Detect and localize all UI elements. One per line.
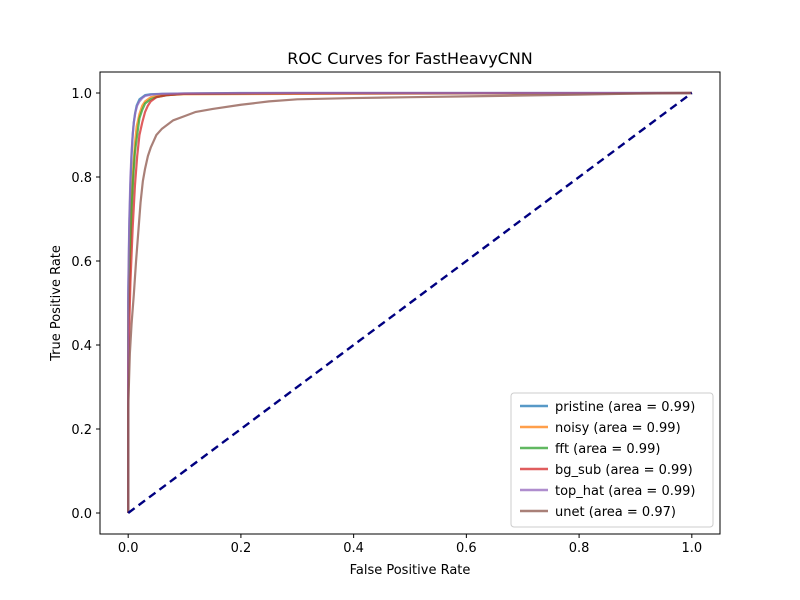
y-tick-label: 1.0 bbox=[71, 87, 92, 102]
legend-label-4: top_hat (area = 0.99) bbox=[555, 484, 695, 499]
legend-label-3: bg_sub (area = 0.99) bbox=[555, 463, 693, 478]
x-tick-label: 1.0 bbox=[681, 541, 702, 556]
diagonal-reference-line bbox=[127, 92, 693, 514]
plot-frame bbox=[99, 71, 721, 535]
legend-label-2: fft (area = 0.99) bbox=[555, 442, 660, 457]
y-tick-label: 0.2 bbox=[71, 423, 92, 438]
x-axis-ticks: 0.0 0.2 0.4 0.6 0.8 1.0 bbox=[118, 534, 702, 556]
y-tick-label: 0.8 bbox=[71, 171, 92, 186]
y-tick-label: 0.6 bbox=[71, 255, 92, 270]
x-tick-label: 0.8 bbox=[569, 541, 590, 556]
y-axis-ticks: 0.0 0.2 0.4 0.6 0.8 1.0 bbox=[71, 87, 100, 522]
legend-label-1: noisy (area = 0.99) bbox=[555, 421, 681, 436]
x-axis-label: False Positive Rate bbox=[350, 563, 471, 578]
legend-label-0: pristine (area = 0.99) bbox=[555, 400, 695, 415]
y-tick-label: 0.0 bbox=[71, 507, 92, 522]
y-axis-label: True Positive Rate bbox=[49, 245, 64, 362]
roc-curve-5 bbox=[127, 91, 692, 513]
chart-title: ROC Curves for FastHeavyCNN bbox=[287, 49, 533, 68]
legend: pristine (area = 0.99) noisy (area = 0.99… bbox=[510, 392, 714, 528]
x-tick-label: 0.0 bbox=[118, 541, 139, 556]
roc-curve-4 bbox=[127, 91, 692, 513]
legend-label-5: unet (area = 0.97) bbox=[555, 505, 676, 520]
y-tick-label: 0.4 bbox=[71, 339, 92, 354]
legend-box bbox=[510, 392, 714, 528]
x-tick-label: 0.6 bbox=[456, 541, 477, 556]
curves-group bbox=[127, 91, 692, 513]
x-tick-label: 0.4 bbox=[343, 541, 364, 556]
x-tick-label: 0.2 bbox=[231, 541, 252, 556]
plot-area bbox=[127, 91, 693, 514]
